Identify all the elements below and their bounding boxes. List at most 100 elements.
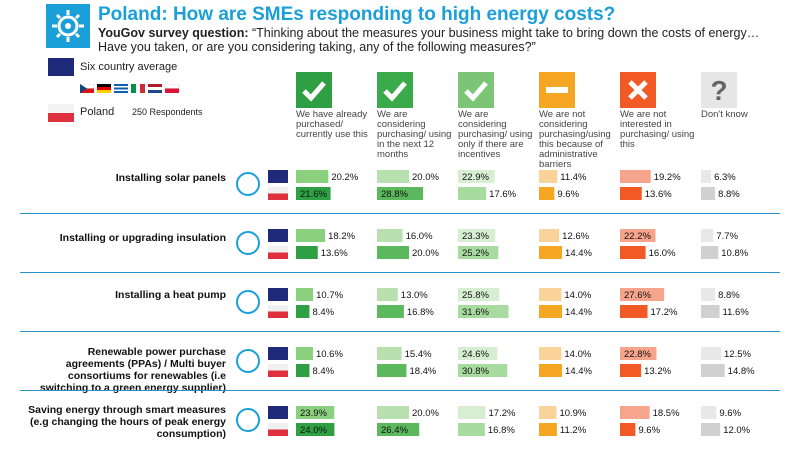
average-bar <box>539 347 562 360</box>
poland-bar <box>539 423 557 436</box>
page-title: Poland: How are SMEs responding to high … <box>98 4 616 25</box>
poland-flag-top <box>268 305 288 312</box>
average-bar <box>701 170 712 183</box>
bar-value-label: 20.0% <box>412 248 439 259</box>
poland-bar <box>701 187 716 200</box>
poland-bar <box>377 423 420 436</box>
average-bar <box>620 406 650 419</box>
column-header-label: We are considering purchasing/ using in … <box>377 109 452 160</box>
row-label-insulation: Installing or upgrading insulation <box>59 232 226 244</box>
average-bar <box>701 288 716 301</box>
respondents-count: 250 Respondents <box>132 107 203 117</box>
average-bar <box>296 229 326 242</box>
row-label-smart-measures: Saving energy through smart measures (e.… <box>28 404 226 440</box>
average-bar <box>539 288 562 301</box>
row-divider <box>20 272 780 273</box>
bar-value-label: 12.0% <box>723 425 750 436</box>
bar-value-label: 23.9% <box>300 408 327 419</box>
bar-value-label: 7.7% <box>716 231 738 242</box>
bar-value-label: 25.2% <box>462 248 489 259</box>
row-divider <box>20 390 780 391</box>
poland-bar <box>620 246 646 259</box>
column-header-label: Don't know <box>701 109 748 120</box>
bar-value-label: 17.6% <box>489 189 516 200</box>
bar-value-label: 24.0% <box>300 425 327 436</box>
question-icon: ? <box>701 72 737 108</box>
bar-value-label: 20.0% <box>412 172 439 183</box>
check-icon <box>377 72 413 108</box>
poland-bar <box>458 423 485 436</box>
bar-value-label: 18.5% <box>653 408 680 419</box>
bar-value-label: 6.3% <box>714 172 736 183</box>
poland-bar <box>458 246 499 259</box>
average-bar <box>377 288 398 301</box>
bar-value-label: 26.4% <box>381 425 408 436</box>
row-label-heat-pump: Installing a heat pump <box>115 289 226 301</box>
bar-value-label: 14.4% <box>565 307 592 318</box>
average-bar <box>701 347 721 360</box>
bar-value-label: 17.2% <box>489 408 516 419</box>
row-divider <box>20 331 780 332</box>
bar-value-label: 17.2% <box>651 307 678 318</box>
eu-flag-icon <box>268 288 288 301</box>
average-bar <box>458 347 498 360</box>
bar-value-label: 11.2% <box>560 425 587 436</box>
legend-poland-label: Poland <box>80 106 115 118</box>
poland-bar <box>296 187 331 200</box>
bar-value-label: 24.6% <box>462 349 489 360</box>
row-category-icon <box>236 172 260 196</box>
check-icon <box>458 72 494 108</box>
average-bar <box>539 229 560 242</box>
poland-bar <box>620 305 648 318</box>
bar-value-label: 25.8% <box>462 290 489 301</box>
bar-value-label: 14.8% <box>728 366 755 377</box>
average-bar <box>701 406 717 419</box>
poland-bar <box>377 305 404 318</box>
poland-bar <box>701 246 719 259</box>
eu-flag-icon <box>268 347 288 360</box>
average-bar <box>377 170 409 183</box>
column-header-label: We are considering purchasing/ using onl… <box>458 109 533 160</box>
bar-value-label: 22.9% <box>462 172 489 183</box>
bar-value-label: 23.3% <box>462 231 489 242</box>
bar-value-label: 18.2% <box>328 231 355 242</box>
gear-logo-icon <box>52 10 84 42</box>
bar-value-label: 31.6% <box>462 307 489 318</box>
question-text: “Thinking about the measures your busine… <box>98 26 760 54</box>
bar-value-label: 10.9% <box>559 408 586 419</box>
average-bar <box>539 170 558 183</box>
bar-value-label: 19.2% <box>654 172 681 183</box>
bar-value-label: 13.2% <box>644 366 671 377</box>
bar-value-label: 30.8% <box>462 366 489 377</box>
row-category-icon <box>236 349 260 373</box>
poland-bar <box>701 305 720 318</box>
bar-value-label: 8.4% <box>312 307 334 318</box>
average-bar <box>620 170 651 183</box>
row-category-icon <box>236 290 260 314</box>
average-bar <box>296 170 329 183</box>
poland-bar <box>701 423 721 436</box>
poland-bar <box>539 246 563 259</box>
row-category-icon <box>236 408 260 432</box>
row-label-solar: Installing solar panels <box>115 172 226 184</box>
bar-value-label: 22.8% <box>624 349 651 360</box>
bar-value-label: 16.0% <box>649 248 676 259</box>
bar-value-label: 14.4% <box>565 366 592 377</box>
bar-value-label: 13.6% <box>645 189 672 200</box>
average-bar <box>296 288 314 301</box>
eu-flag-icon <box>268 406 288 419</box>
poland-bar <box>539 305 563 318</box>
poland-bar <box>296 305 310 318</box>
poland-bar <box>620 423 636 436</box>
row-divider <box>20 213 780 214</box>
check-icon <box>296 72 332 108</box>
bar-value-label: 8.8% <box>718 290 740 301</box>
average-bar <box>539 406 557 419</box>
column-header-label: We have already purchased/ currently use… <box>296 109 368 140</box>
bar-value-label: 27.6% <box>624 290 651 301</box>
poland-flag-top <box>268 187 288 194</box>
svg-text:?: ? <box>710 75 727 106</box>
column-header-label: We are not interested in purchasing/ usi… <box>620 109 695 150</box>
average-bar <box>377 347 402 360</box>
